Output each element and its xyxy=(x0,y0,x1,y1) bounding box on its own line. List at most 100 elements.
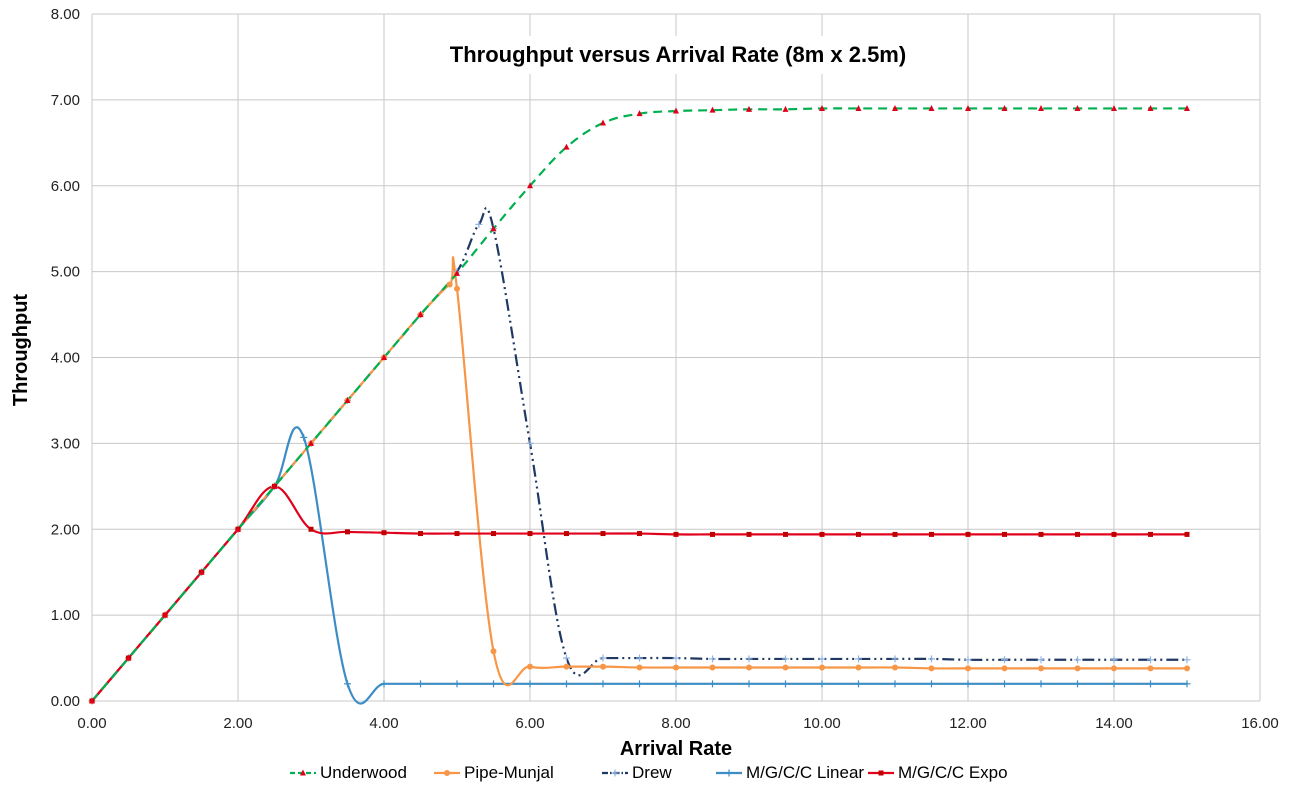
legend-marker-m-g-c-c-linear xyxy=(725,769,733,777)
legend-marker-m-g-c-c-expo xyxy=(878,770,884,776)
data-point-underwood xyxy=(673,107,679,114)
data-point-underwood xyxy=(271,482,278,489)
y-tick-label: 8.00 xyxy=(51,6,80,23)
data-point-m-g-c-c-expo xyxy=(527,531,533,537)
data-point-underwood xyxy=(417,311,424,318)
legend: Underwood Pipe-Munjal Drew M/G/C/C Linear M/… xyxy=(290,763,1008,782)
data-point-m-g-c-c-linear xyxy=(964,680,972,688)
data-point-pipe-munjal xyxy=(454,285,460,292)
data-point-m-g-c-c-linear xyxy=(490,680,497,688)
y-tick-label: 3.00 xyxy=(51,435,80,452)
x-tick-label: 10.00 xyxy=(803,715,841,732)
data-point-underwood xyxy=(235,525,241,532)
data-point-pipe-munjal xyxy=(965,665,971,672)
data-point-m-g-c-c-linear xyxy=(599,680,607,688)
data-point-drew xyxy=(563,654,570,662)
y-tick-label: 2.00 xyxy=(51,521,80,538)
data-point-m-g-c-c-linear xyxy=(1001,680,1008,688)
data-point-m-g-c-c-linear xyxy=(818,680,826,688)
legend-label-m-g-c-c-expo: M/G/C/C Expo xyxy=(898,763,1008,782)
data-point-underwood xyxy=(819,104,825,111)
data-point-underwood xyxy=(600,119,606,126)
data-point-m-g-c-c-expo xyxy=(1002,531,1007,537)
data-point-m-g-c-c-expo xyxy=(491,531,496,537)
legend-marker-underwood xyxy=(300,769,306,776)
data-point-m-g-c-c-expo xyxy=(454,531,460,537)
data-point-pipe-munjal xyxy=(782,664,789,671)
data-point-m-g-c-c-expo xyxy=(1184,531,1190,537)
data-point-underwood xyxy=(1147,104,1154,111)
data-point-m-g-c-c-linear xyxy=(891,680,899,688)
data-point-m-g-c-c-linear xyxy=(380,680,388,688)
y-tick-label: 4.00 xyxy=(51,350,80,367)
data-point-m-g-c-c-linear xyxy=(453,680,461,688)
series-layer xyxy=(91,107,1187,705)
data-point-m-g-c-c-expo xyxy=(965,531,971,537)
data-point-m-g-c-c-linear xyxy=(855,680,862,688)
data-point-underwood xyxy=(1111,104,1117,111)
data-point-m-g-c-c-expo xyxy=(308,526,314,532)
legend-label-m-g-c-c-linear: M/G/C/C Linear xyxy=(746,763,864,782)
data-point-m-g-c-c-linear xyxy=(344,680,351,688)
data-point-underwood xyxy=(892,104,898,111)
legend-marker-drew xyxy=(611,769,619,777)
data-point-underwood xyxy=(855,104,862,111)
data-point-m-g-c-c-linear xyxy=(745,680,753,688)
data-point-drew xyxy=(855,655,862,663)
data-point-drew xyxy=(1001,656,1008,664)
data-point-drew xyxy=(928,655,935,663)
data-point-underwood xyxy=(928,104,935,111)
data-point-drew xyxy=(782,655,789,663)
data-point-drew xyxy=(818,655,826,663)
data-point-m-g-c-c-expo xyxy=(637,531,642,537)
data-point-m-g-c-c-expo xyxy=(710,531,715,537)
data-point-underwood xyxy=(636,110,643,117)
data-point-pipe-munjal xyxy=(1111,665,1117,672)
data-point-m-g-c-c-linear xyxy=(1183,680,1191,688)
data-point-underwood xyxy=(746,105,752,112)
data-point-m-g-c-c-linear xyxy=(636,680,643,688)
data-point-m-g-c-c-expo xyxy=(600,531,606,537)
data-point-drew xyxy=(599,654,607,662)
data-point-m-g-c-c-expo xyxy=(673,531,679,537)
data-point-underwood xyxy=(563,143,570,150)
grid-layer xyxy=(91,13,1261,702)
data-point-drew xyxy=(891,655,899,663)
data-point-drew xyxy=(709,655,716,663)
data-point-pipe-munjal xyxy=(527,663,533,670)
data-point-underwood xyxy=(89,697,95,704)
data-point-m-g-c-c-linear xyxy=(672,680,680,688)
data-point-m-g-c-c-linear xyxy=(300,433,308,441)
data-point-m-g-c-c-linear xyxy=(1110,680,1118,688)
data-point-pipe-munjal xyxy=(928,665,935,672)
data-point-m-g-c-c-expo xyxy=(892,531,898,537)
data-point-drew xyxy=(745,655,753,663)
data-point-underwood xyxy=(709,106,716,113)
y-axis-label: Throughput xyxy=(10,294,32,407)
data-point-drew xyxy=(672,654,680,662)
legend-label-drew: Drew xyxy=(632,763,672,782)
data-point-underwood xyxy=(125,654,132,661)
data-point-underwood xyxy=(1184,104,1190,111)
data-point-pipe-munjal xyxy=(636,664,643,671)
data-point-pipe-munjal xyxy=(1038,665,1044,672)
data-point-m-g-c-c-linear xyxy=(1147,680,1154,688)
marker-layer xyxy=(88,104,1191,705)
data-point-drew xyxy=(526,439,534,447)
data-point-drew xyxy=(1110,656,1118,664)
data-point-underwood xyxy=(782,105,789,112)
x-tick-label: 4.00 xyxy=(369,715,398,732)
data-point-m-g-c-c-expo xyxy=(1075,531,1080,537)
y-tick-label: 0.00 xyxy=(51,693,80,710)
x-tick-label: 6.00 xyxy=(515,715,544,732)
data-point-drew xyxy=(475,220,483,228)
data-point-pipe-munjal xyxy=(446,281,453,288)
data-point-pipe-munjal xyxy=(673,664,679,671)
data-point-underwood xyxy=(965,104,971,111)
data-point-pipe-munjal xyxy=(819,664,825,671)
data-point-underwood xyxy=(162,611,168,618)
data-point-m-g-c-c-expo xyxy=(929,531,934,537)
legend-label-pipe-munjal: Pipe-Munjal xyxy=(464,763,554,782)
data-point-m-g-c-c-linear xyxy=(709,680,716,688)
chart-title: Throughput versus Arrival Rate (8m x 2.5… xyxy=(450,42,906,67)
